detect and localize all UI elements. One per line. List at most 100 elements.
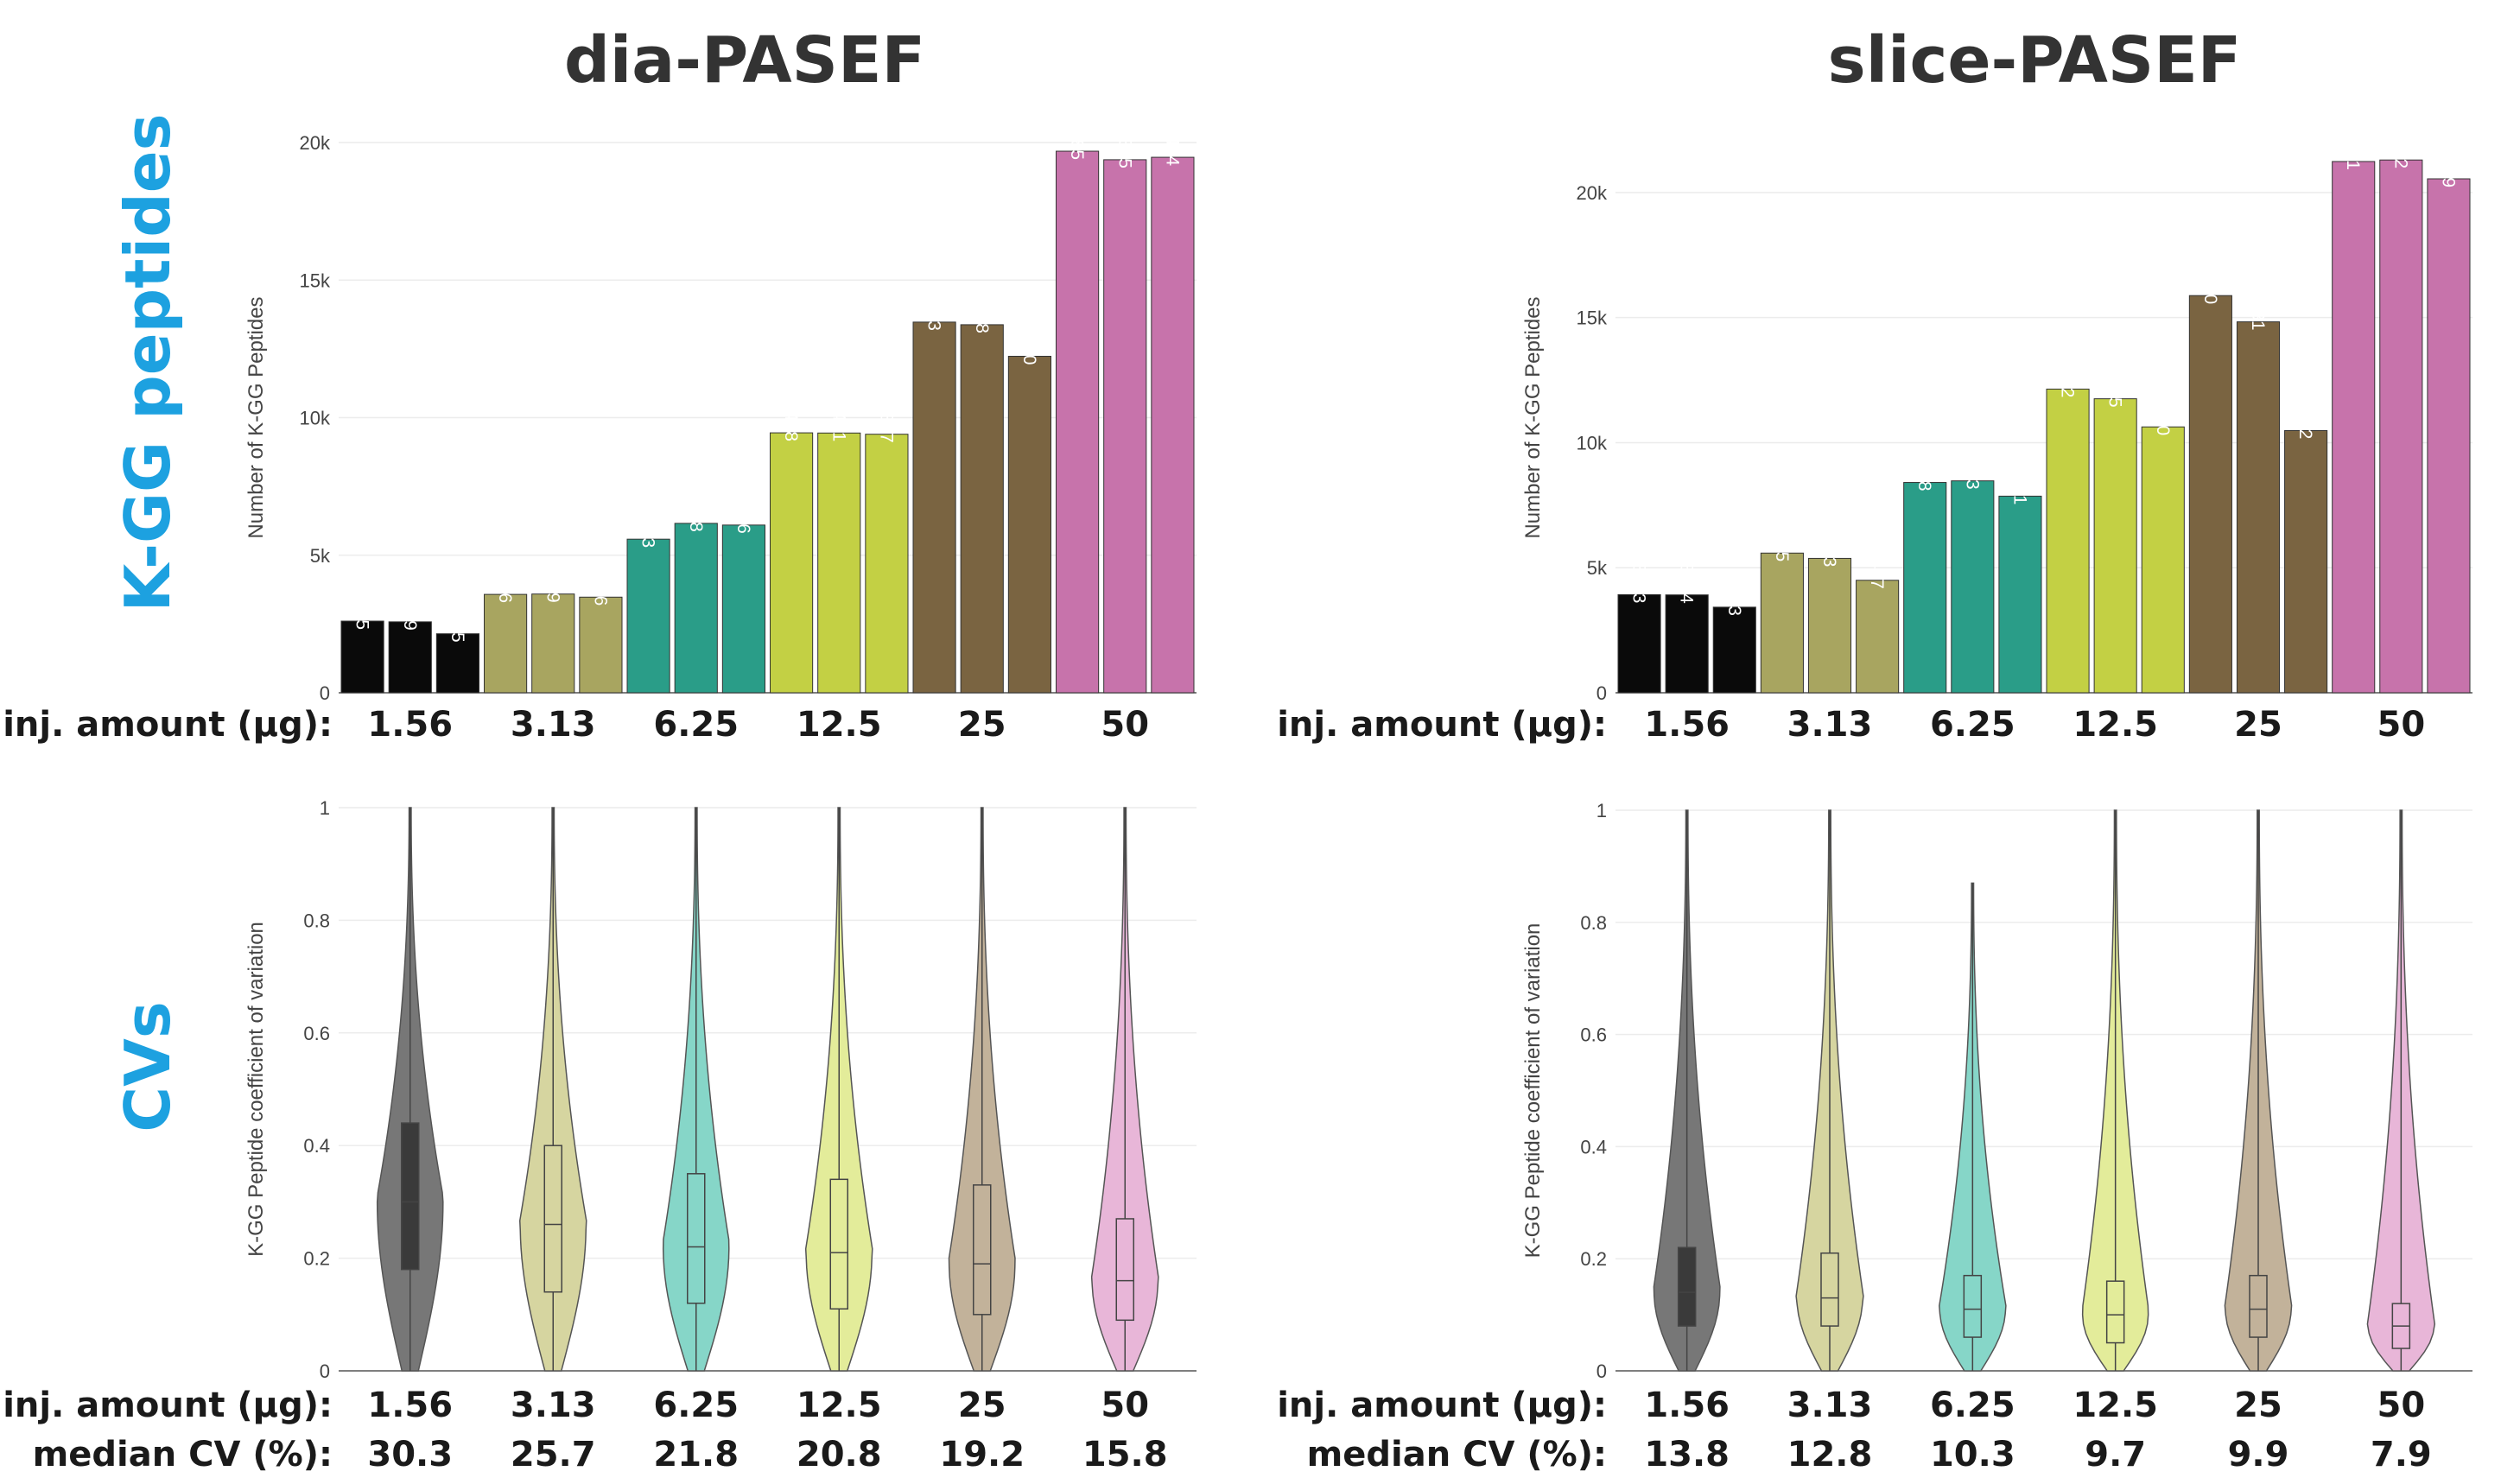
slice-violin-category-label: 50 xyxy=(2377,1386,2425,1425)
slice-bar-value-label: 12142 xyxy=(2058,347,2078,397)
slice-bar-rect xyxy=(2332,161,2376,694)
dia-violin-category-label: 12.5 xyxy=(797,1386,882,1425)
dia-bar-ytick-label: 15k xyxy=(300,270,331,291)
dia-bar-ytick-label: 10k xyxy=(300,408,331,429)
slice-violin-iqr-box xyxy=(2249,1274,2268,1338)
dia-bar-ytick-label: 5k xyxy=(310,545,331,567)
dia-bar-rect xyxy=(1103,159,1147,694)
dia-bar-value-label: 19685 xyxy=(1067,110,1087,160)
dia-bar-ytick-label: 20k xyxy=(300,132,331,154)
slice-violin-median-cv-value: 9.9 xyxy=(2228,1435,2289,1474)
slice-bar-value-label: 15880 xyxy=(2200,254,2220,304)
dia-bar-rect xyxy=(626,538,670,694)
slice-bar-value-label: 3923 xyxy=(1629,563,1649,604)
dia-bar-value-label: 3576 xyxy=(495,562,515,603)
dia-bar-ytick-label: 0 xyxy=(320,682,330,704)
slice-violin-ytick-label: 0.8 xyxy=(1580,912,1607,934)
slice-violin-iqr-box xyxy=(2105,1280,2125,1344)
inj-amount-label-bottom-right: inj. amount (µg): xyxy=(1277,1386,1607,1425)
slice-bar-rect xyxy=(1617,593,1661,694)
dia-violin-category-label: 25 xyxy=(958,1386,1006,1425)
inj-amount-label-top-left: inj. amount (µg): xyxy=(3,705,333,745)
slice-violin-median-cv-value: 7.9 xyxy=(2371,1435,2432,1474)
inj-amount-label-top-right: inj. amount (µg): xyxy=(1277,705,1607,745)
slice-violin-category-label: 6.25 xyxy=(1930,1386,2015,1425)
dia-bar-value-label: 6158 xyxy=(686,491,706,532)
slice-bar-rect xyxy=(1998,495,2042,694)
slice-bar-value-label: 21241 xyxy=(2343,120,2363,170)
dia-violin-iqr-box xyxy=(1115,1218,1134,1322)
slice-violin-iqr-box xyxy=(1820,1252,1839,1327)
slice-violin-ytick-label: 0.4 xyxy=(1580,1136,1607,1157)
dia-violin-category-label: 3.13 xyxy=(511,1386,596,1425)
dia-bar-category-label: 25 xyxy=(958,705,1006,745)
dia-bar-value-label: 3476 xyxy=(590,566,610,606)
dia-violin-ytick-label: 0.2 xyxy=(303,1248,330,1270)
slice-bar-rect xyxy=(1665,594,1709,694)
dia-bar-category-label: 6.25 xyxy=(653,705,739,745)
dia-violin-category-label: 50 xyxy=(1101,1386,1149,1425)
slice-violin-y-axis-label: K-GG Peptide coefficient of variation xyxy=(1521,923,1545,1259)
slice-bar-category-label: 3.13 xyxy=(1787,705,1873,745)
slice-bar-rect xyxy=(2236,321,2281,694)
slice-bar-rect xyxy=(1712,606,1756,694)
dia-bar-rect xyxy=(865,434,909,694)
slice-bar-rect xyxy=(2141,426,2185,694)
dia-violin-iqr-box xyxy=(543,1145,562,1293)
slice-bar-category-label: 25 xyxy=(2234,705,2282,745)
dia-violin-y-axis-label: K-GG Peptide coefficient of variation xyxy=(244,922,268,1257)
slice-bar-value-label: 3423 xyxy=(1724,575,1744,616)
dia-bar-rect xyxy=(484,593,528,694)
dia-violin-ytick-label: 0.6 xyxy=(303,1023,330,1044)
slice-bar-rect xyxy=(1760,552,1804,694)
slice-violin-median-cv-value: 12.8 xyxy=(1787,1435,1873,1474)
dia-violin-median-cv-value: 15.8 xyxy=(1082,1435,1168,1474)
dia-bar-category-label: 50 xyxy=(1101,705,1149,745)
slice-violin-median-cv-value: 9.7 xyxy=(2085,1435,2146,1474)
slice-bar-category-label: 1.56 xyxy=(1644,705,1730,745)
dia-violin-median-cv-value: 30.3 xyxy=(367,1435,453,1474)
dia-bar-rect xyxy=(770,432,814,694)
dia-bar-value-label: 9441 xyxy=(828,402,848,442)
dia-bar-rect xyxy=(817,432,861,694)
slice-bar-rect xyxy=(2093,398,2137,694)
slice-bar-value-label: 20549 xyxy=(2438,137,2458,187)
dia-bar-rect xyxy=(1151,156,1195,694)
row-label-cvs: CVs xyxy=(111,1001,184,1132)
slice-bar-rect xyxy=(1903,482,1947,694)
dia-bar-value-label: 2145 xyxy=(448,602,467,643)
slice-violin-category-label: 12.5 xyxy=(2073,1386,2158,1425)
slice-bar-ytick-label: 15k xyxy=(1577,308,1608,329)
slice-violin-category-label: 3.13 xyxy=(1787,1386,1873,1425)
dia-bar-y-axis-label: Number of K-GG Peptides xyxy=(244,296,268,538)
slice-bar-value-label: 10482 xyxy=(2295,389,2315,439)
dia-bar-value-label: 5583 xyxy=(638,507,658,548)
dia-violin-category-label: 1.56 xyxy=(367,1386,453,1425)
dia-bar-value-label: 2605 xyxy=(352,589,372,630)
dia-bar-rect xyxy=(960,324,1004,694)
slice-violin-iqr-box xyxy=(1963,1274,1983,1338)
dia-violin-iqr-box xyxy=(829,1178,848,1310)
dia-violin-iqr-box xyxy=(973,1184,992,1316)
slice-violin-category-label: 25 xyxy=(2234,1386,2282,1425)
slice-bar-value-label: 5373 xyxy=(1819,527,1839,568)
slice-bar-rect xyxy=(2379,159,2423,694)
dia-bar-rect xyxy=(1007,355,1052,694)
slice-bar-rect xyxy=(1807,557,1852,694)
dia-bar-value-label: 3589 xyxy=(543,562,562,603)
dia-bar-rect xyxy=(340,620,384,694)
dia-bar-rect xyxy=(912,321,956,694)
slice-violin-category-label: 1.56 xyxy=(1644,1386,1730,1425)
slice-bar-ytick-label: 20k xyxy=(1577,182,1608,204)
slice-bar-value-label: 21302 xyxy=(2390,118,2410,168)
dia-bar-rect xyxy=(531,593,575,694)
left-panel-title: dia-PASEF xyxy=(564,23,925,98)
dia-bar-value-label: 6096 xyxy=(733,493,753,534)
median-cv-label-right: median CV (%): xyxy=(1307,1435,1607,1474)
row-label-peptides: K-GG peptides xyxy=(111,114,184,612)
median-cv-label-left: median CV (%): xyxy=(33,1435,333,1474)
dia-bar-rect xyxy=(1056,150,1100,694)
dia-bar-category-label: 1.56 xyxy=(367,705,453,745)
slice-bar-value-label: 11755 xyxy=(2105,358,2125,408)
